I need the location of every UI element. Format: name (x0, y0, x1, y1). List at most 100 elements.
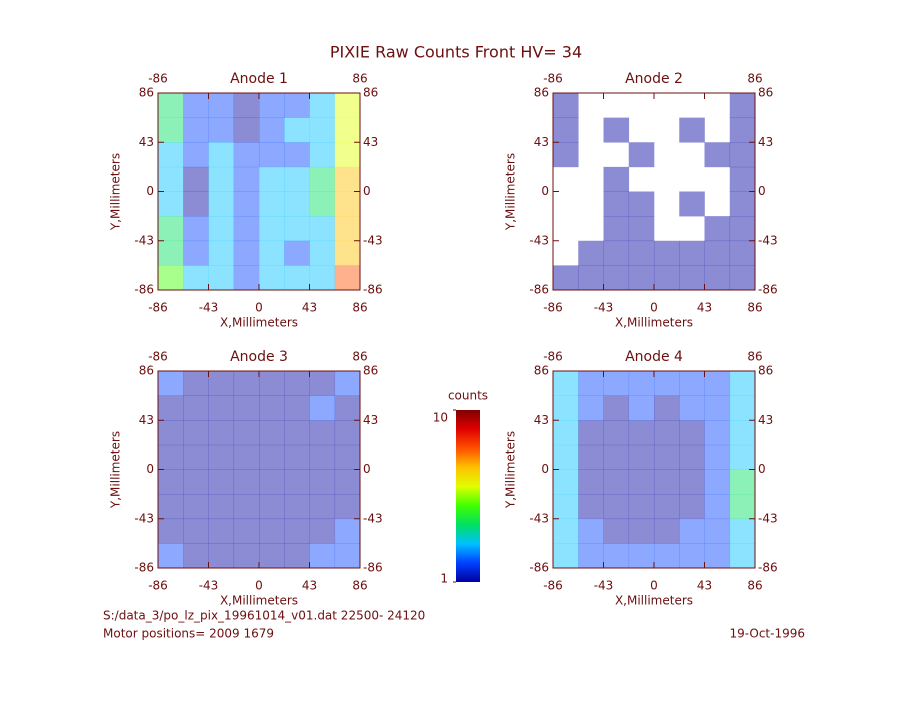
heat-cell (729, 142, 756, 168)
heat-cell (334, 142, 361, 168)
heat-cell (284, 444, 310, 470)
x-tick-label: 0 (255, 301, 263, 315)
y-axis-label: Y,Millimeters (109, 431, 123, 509)
y2-tick-label: -86 (758, 283, 778, 297)
heat-cell (309, 420, 336, 446)
heat-cell (729, 166, 756, 192)
heat-cell (628, 469, 655, 495)
panel-title: Anode 1 (230, 71, 288, 87)
heat-cell (704, 371, 731, 396)
heat-cell (309, 444, 336, 470)
y2-tick-label: 86 (363, 86, 378, 100)
heat-cell (679, 265, 705, 291)
heat-cell (603, 166, 630, 192)
heat-cell (334, 444, 361, 470)
heat-cell (284, 494, 310, 520)
heat-cell (704, 265, 731, 291)
y-tick-label: -86 (134, 561, 154, 575)
heat-cell (334, 191, 361, 217)
heat-cell (553, 142, 579, 168)
x-tick-label: 86 (747, 301, 762, 315)
heat-cell (284, 240, 310, 266)
heat-cell (233, 420, 260, 446)
y2-tick-label: 43 (363, 413, 378, 427)
heat-cell (654, 265, 680, 291)
heat-cell (284, 216, 310, 242)
heat-cell (679, 371, 705, 396)
heat-cell (233, 395, 260, 421)
heat-cell (208, 216, 235, 242)
x-tick-label: -43 (594, 301, 614, 315)
heat-cell (183, 395, 209, 421)
heat-cell (183, 469, 209, 495)
heat-cell (628, 142, 655, 168)
y2-tick-label: -43 (363, 233, 383, 247)
heat-cell (553, 420, 579, 446)
heat-cell (553, 543, 579, 569)
heat-cell (553, 93, 579, 118)
heat-cell (259, 420, 285, 446)
heat-cell (704, 543, 731, 569)
y2-tick-label: -43 (758, 511, 778, 525)
heat-cell (729, 240, 756, 266)
x-tick-label: 43 (302, 579, 317, 593)
heat-cell (158, 117, 184, 143)
heat-cell (309, 543, 336, 569)
top-tick-label: 86 (747, 72, 762, 86)
heat-cell (259, 142, 285, 168)
y2-tick-label: 86 (363, 364, 378, 378)
heat-cell (654, 444, 680, 470)
heat-cell (183, 240, 209, 266)
heat-cell (679, 518, 705, 544)
x-tick-label: 86 (747, 579, 762, 593)
heat-cell (309, 469, 336, 495)
x-tick-label: 0 (650, 301, 658, 315)
y2-tick-label: 86 (758, 364, 773, 378)
heat-cell (309, 494, 336, 520)
heat-cell (334, 395, 361, 421)
heat-cell (603, 395, 630, 421)
heat-cell (183, 265, 209, 291)
y-tick-label: 0 (146, 184, 154, 198)
heat-cell (233, 518, 260, 544)
heat-cell (704, 395, 731, 421)
heat-cell (284, 191, 310, 217)
heat-cell (208, 166, 235, 192)
colorbar-tick-label: 10 (433, 411, 448, 425)
heat-cell (553, 265, 579, 291)
heat-cell (628, 240, 655, 266)
x-tick-label: 86 (352, 301, 367, 315)
heat-cell (208, 469, 235, 495)
x-axis-label: X,Millimeters (615, 316, 693, 330)
x-tick-label: 0 (650, 579, 658, 593)
heat-cell (259, 395, 285, 421)
y-tick-label: -86 (529, 561, 549, 575)
heat-cell (158, 265, 184, 291)
heat-cell (208, 494, 235, 520)
top-tick-label: -86 (543, 350, 563, 364)
heat-cell (158, 469, 184, 495)
heat-cell (654, 240, 680, 266)
heat-cell (729, 444, 756, 470)
heat-cell (208, 93, 235, 118)
x-axis-label: X,Millimeters (220, 316, 298, 330)
heat-cell (553, 371, 579, 396)
y2-tick-label: 43 (758, 135, 773, 149)
heat-cell (233, 191, 260, 217)
heat-cell (284, 518, 310, 544)
x-tick-label: -43 (199, 301, 219, 315)
heat-cell (679, 420, 705, 446)
heat-cell (603, 216, 630, 242)
heat-cell (729, 265, 756, 291)
panel-title: Anode 2 (625, 71, 683, 87)
heat-cell (259, 191, 285, 217)
y2-tick-label: 0 (363, 184, 371, 198)
heat-cell (183, 543, 209, 569)
heat-cell (208, 240, 235, 266)
top-tick-label: -86 (543, 72, 563, 86)
heat-cell (208, 518, 235, 544)
heat-cell (208, 371, 235, 396)
heat-cell (233, 240, 260, 266)
heat-cell (334, 166, 361, 192)
heat-cell (729, 494, 756, 520)
